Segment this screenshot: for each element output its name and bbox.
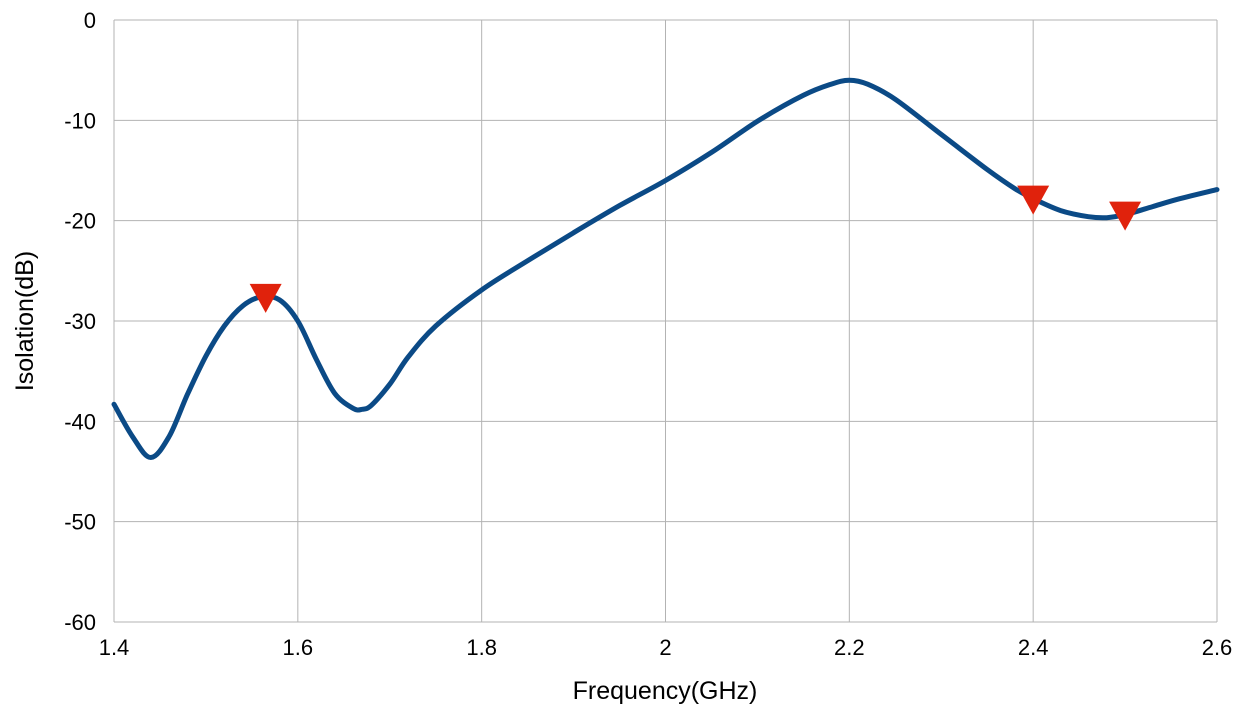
y-tick-label: 0 xyxy=(84,8,96,33)
x-axis-title: Frequency(GHz) xyxy=(573,677,758,705)
marker-layer xyxy=(249,185,1142,313)
x-tick-label: 1.8 xyxy=(466,635,497,660)
y-axis-title: Isolation(dB) xyxy=(11,251,39,391)
y-tick-label: -50 xyxy=(64,510,96,535)
y-tick-label: -60 xyxy=(64,610,96,635)
x-tick-label: 2.4 xyxy=(1018,635,1049,660)
y-tick-label: -30 xyxy=(64,309,96,334)
marker-triangle xyxy=(1109,201,1142,231)
marker-triangle xyxy=(1017,185,1050,215)
y-tick-label: -20 xyxy=(64,209,96,234)
x-tick-label: 1.6 xyxy=(283,635,314,660)
marker-triangle xyxy=(249,283,282,313)
grid xyxy=(113,19,1218,623)
x-tick-label: 1.4 xyxy=(99,635,130,660)
y-tick-label: -40 xyxy=(64,409,96,434)
x-tick-label: 2.6 xyxy=(1202,635,1233,660)
y-tick-label: -10 xyxy=(64,108,96,133)
x-axis-ticks: 1.4 1.6 1.8 2 2.2 2.4 2.6 xyxy=(99,635,1233,660)
y-axis-ticks: 0 -10 -20 -30 -40 -50 -60 xyxy=(64,8,96,635)
x-tick-label: 2.2 xyxy=(834,635,865,660)
x-tick-label: 2 xyxy=(659,635,671,660)
